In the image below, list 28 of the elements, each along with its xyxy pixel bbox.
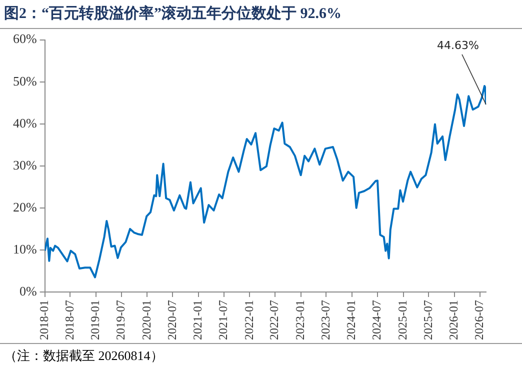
x-tick-label: 2021-07 bbox=[216, 300, 230, 340]
x-tick-label: 2026-01 bbox=[446, 300, 461, 340]
chart-title: 图2：“百元转股溢价率”滚动五年分位数处于 92.6% bbox=[0, 0, 522, 29]
x-tick-label: 2024-07 bbox=[370, 300, 384, 340]
y-tick-label: 0% bbox=[19, 283, 37, 298]
annotation: 44.63% bbox=[437, 38, 479, 52]
y-tick-label: 50% bbox=[12, 73, 37, 88]
x-tick-label: 2019-07 bbox=[114, 300, 128, 340]
y-tick-label: 20% bbox=[12, 199, 37, 214]
x-tick-label: 2025-01 bbox=[395, 300, 410, 340]
y-tick-label: 60% bbox=[12, 31, 37, 46]
x-tick-label: 2022-01 bbox=[242, 300, 256, 340]
x-tick-label: 2022-07 bbox=[267, 300, 282, 340]
y-tick-label: 40% bbox=[12, 115, 37, 130]
x-tick-label: 2020-01 bbox=[139, 300, 154, 340]
x-tick-label: 2025-07 bbox=[420, 300, 435, 340]
y-tick-label: 30% bbox=[12, 157, 37, 172]
x-tick-label: 2018-07 bbox=[62, 300, 76, 340]
x-tick-label: 2026-07 bbox=[472, 300, 486, 340]
x-tick-label: 2024-01 bbox=[344, 300, 358, 340]
y-tick-label: 10% bbox=[12, 241, 37, 256]
x-tick-label: 2023-01 bbox=[292, 300, 307, 340]
x-tick-label: 2020-07 bbox=[164, 300, 179, 340]
text: （注：数据截至 20260814） bbox=[0, 343, 522, 368]
x-tick-label: 2021-01 bbox=[190, 300, 205, 340]
x-tick-label: 2023-07 bbox=[318, 300, 332, 340]
x-tick-label: 2018-01 bbox=[36, 300, 51, 340]
x-tick-label: 2019-01 bbox=[88, 300, 102, 340]
